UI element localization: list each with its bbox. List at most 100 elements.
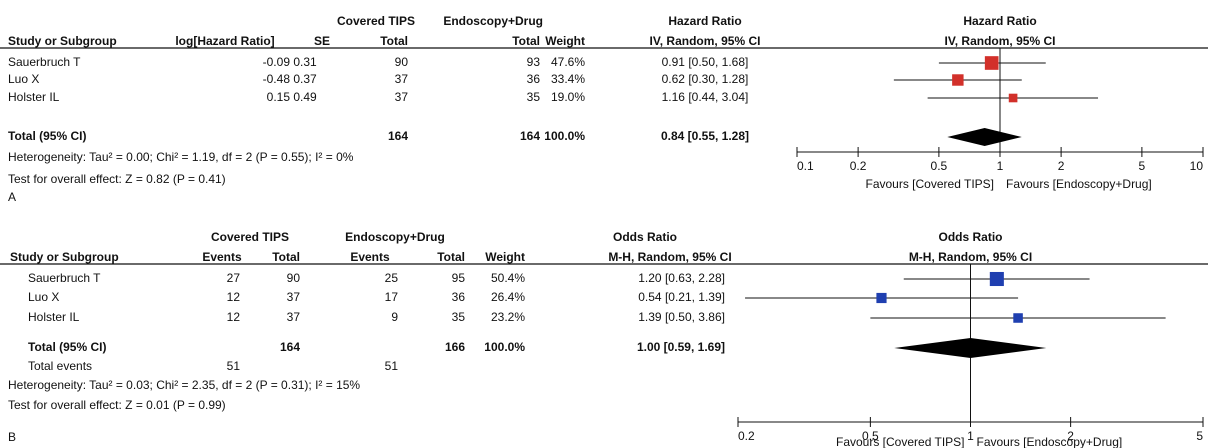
column-header: SE [314,34,330,48]
x-tick-label: 2 [1058,159,1065,173]
total-cell: 100.0% [484,340,525,354]
cell: 0.31 [293,55,317,69]
cell: Holster IL [28,310,80,324]
cell: 95 [452,271,466,285]
column-header: Weight [545,34,585,48]
events-cell: 51 [385,359,399,373]
events-cell: 51 [227,359,241,373]
favours-left: Favours [Covered TIPS] [866,177,995,191]
x-tick-label: 0.2 [850,159,867,173]
plot-subtitle: M-H, Random, 95% CI [909,250,1032,264]
x-tick-label: 1 [967,429,974,443]
cell: 37 [395,72,409,86]
note: Heterogeneity: Tau² = 0.00; Chi² = 1.19,… [8,150,354,164]
column-header: log[Hazard Ratio] [175,34,274,48]
column-header: Total [437,250,465,264]
cell: 19.0% [551,90,585,104]
total-label: Total (95% CI) [8,129,86,143]
cell: 0.62 [0.30, 1.28] [662,72,749,86]
cell: -0.09 [263,55,291,69]
plot-subtitle: IV, Random, 95% CI [945,34,1056,48]
cell: 23.2% [491,310,525,324]
column-header: Total [272,250,300,264]
x-tick-label: 0.2 [738,429,755,443]
x-tick-label: 10 [1190,159,1204,173]
favours-left: Favours [Covered TIPS] [836,435,965,448]
cell: Sauerbruch T [28,271,101,285]
group-header: Endoscopy+Drug [443,14,543,28]
note: Test for overall effect: Z = 0.82 (P = 0… [8,172,226,186]
cell: 1.39 [0.50, 3.86] [638,310,725,324]
total-cell: 1.00 [0.59, 1.69] [637,340,725,354]
cell: 47.6% [551,55,585,69]
cell: 37 [395,90,409,104]
group-header: Covered TIPS [211,230,289,244]
cell: 35 [527,90,541,104]
x-tick-label: 0.1 [797,159,814,173]
x-tick-label: 0.5 [862,429,879,443]
note: Heterogeneity: Tau² = 0.03; Chi² = 2.35,… [8,378,360,392]
favours-right: Favours [Endoscopy+Drug] [1006,177,1152,191]
total-cell: 100.0% [544,129,585,143]
column-header: Study or Subgroup [8,34,117,48]
x-tick-label: 5 [1196,429,1203,443]
x-tick-label: 5 [1139,159,1146,173]
cell: 50.4% [491,271,525,285]
estimate-box [984,56,999,70]
cell: Sauerbruch T [8,55,81,69]
cell: 36 [452,290,466,304]
column-header: Events [202,250,242,264]
estimate-box [1013,313,1023,323]
column-header: M-H, Random, 95% CI [608,250,731,264]
cell: 27 [227,271,241,285]
cell: 35 [452,310,466,324]
estimate-box [989,271,1004,287]
column-header: Total [380,34,408,48]
estimate-box [1008,93,1018,103]
cell: 37 [287,290,301,304]
cell: 0.15 [267,90,291,104]
group-header: Odds Ratio [613,230,677,244]
total-label: Total (95% CI) [28,340,106,354]
column-header: Total [512,34,540,48]
column-header: Study or Subgroup [10,250,119,264]
cell: 0.49 [293,90,317,104]
total-diamond [947,128,1022,146]
cell: 0.54 [0.21, 1.39] [638,290,725,304]
cell: 0.37 [293,72,317,86]
cell: 33.4% [551,72,585,86]
column-header: IV, Random, 95% CI [650,34,761,48]
total-cell: 164 [520,129,540,143]
x-tick-label: 1 [997,159,1004,173]
cell: Luo X [8,72,39,86]
plot-title: Hazard Ratio [963,14,1036,28]
panel-label: B [8,430,16,444]
total-cell: 164 [280,340,300,354]
cell: Luo X [28,290,59,304]
cell: 1.20 [0.63, 2.28] [638,271,725,285]
estimate-box [952,74,964,86]
plot-title: Odds Ratio [938,230,1002,244]
group-header: Hazard Ratio [668,14,741,28]
cell: 37 [287,310,301,324]
cell: 90 [395,55,409,69]
cell: 25 [385,271,399,285]
total-cell: 164 [388,129,408,143]
cell: 0.91 [0.50, 1.68] [662,55,749,69]
favours-right: Favours [Endoscopy+Drug] [977,435,1123,448]
cell: 9 [391,310,398,324]
note: Test for overall effect: Z = 0.01 (P = 0… [8,398,226,412]
cell: Holster IL [8,90,60,104]
panel-label: A [8,190,16,204]
cell: 1.16 [0.44, 3.04] [662,90,749,104]
total-diamond [894,338,1047,358]
total-cell: 166 [445,340,465,354]
column-header: Events [350,250,390,264]
events-label: Total events [28,359,92,373]
cell: 90 [287,271,301,285]
cell: 12 [227,290,241,304]
cell: -0.48 [263,72,291,86]
total-cell: 0.84 [0.55, 1.28] [661,129,749,143]
column-header: Weight [485,250,525,264]
